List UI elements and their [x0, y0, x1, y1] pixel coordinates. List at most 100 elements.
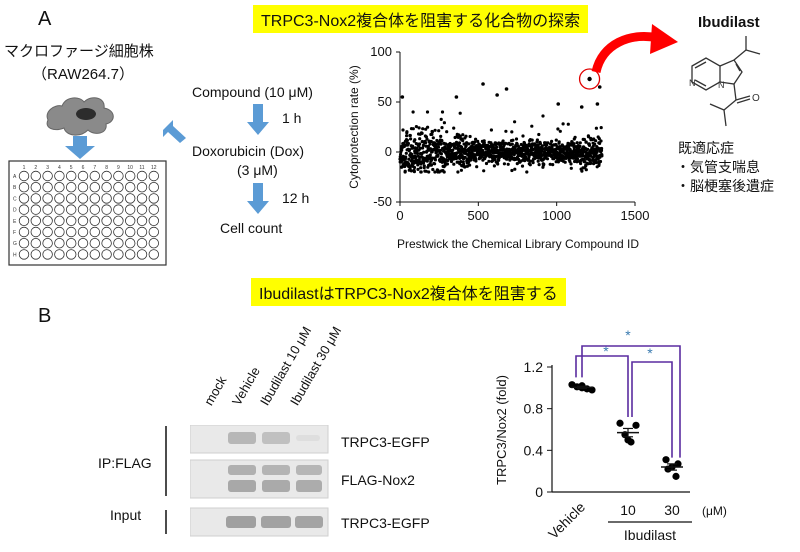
plate-well [66, 226, 77, 238]
data-point [557, 140, 561, 144]
data-point [502, 162, 506, 166]
data-point [421, 127, 425, 131]
data-point [586, 147, 590, 151]
sig-star: * [647, 345, 653, 361]
plate-well [124, 215, 136, 227]
incubation-time-1: 1 h [282, 110, 302, 126]
data-point [424, 144, 428, 148]
western-blot [190, 425, 329, 537]
plate-well [136, 237, 148, 249]
data-point [575, 141, 579, 145]
plate-col-label: 3 [46, 165, 49, 171]
data-point [512, 152, 516, 157]
data-point [584, 140, 588, 144]
band-label-trpc3-input: TRPC3-EGFP [341, 515, 430, 531]
panel-b-banner: IbudilastはTRPC3-Nox2複合体を阻害する [251, 278, 566, 306]
x-tick-label-30: 30 [664, 502, 680, 518]
plate-well [77, 215, 89, 227]
plate-well [77, 226, 89, 238]
plate-well [148, 215, 160, 227]
data-point [556, 160, 560, 164]
data-point [430, 132, 434, 136]
plate-well [148, 249, 160, 260]
plate-col-label: 1 [23, 165, 26, 171]
data-point [511, 138, 515, 142]
data-point [590, 149, 594, 153]
data-point [399, 160, 403, 164]
ip-flag-label: IP:FLAG [98, 455, 152, 471]
data-point [536, 159, 540, 163]
data-point [426, 125, 430, 129]
data-point [578, 141, 582, 145]
data-point [575, 157, 580, 161]
plate-row-label: E [13, 219, 17, 225]
data-point [461, 139, 465, 143]
data-point [439, 142, 443, 146]
plate-well [30, 204, 42, 215]
plate-row-label: C [13, 196, 17, 202]
plate-col-label: 11 [139, 165, 144, 171]
plate-well [66, 170, 77, 182]
plate-well [66, 215, 77, 227]
data-point [418, 146, 422, 150]
plate-well [124, 204, 136, 215]
cell-line-name: （RAW264.7） [32, 66, 134, 83]
data-point [513, 120, 517, 124]
data-point [593, 142, 597, 146]
plate-well [30, 237, 42, 249]
data-point [487, 159, 491, 163]
data-point [616, 419, 624, 427]
plate-well [54, 237, 65, 249]
arrow-down-icon [247, 183, 269, 214]
data-point [600, 146, 604, 151]
data-point [405, 138, 409, 142]
y-tick-label: 1.2 [524, 359, 544, 375]
data-point [528, 163, 532, 167]
plate-well [77, 237, 89, 249]
data-point [459, 168, 463, 172]
y-tick-label: 50 [378, 94, 392, 109]
plate-well [77, 170, 89, 182]
data-point [461, 160, 465, 164]
plate-well [136, 249, 148, 260]
plate-col-label: 9 [117, 165, 120, 171]
indications-title: 既適応症 [678, 140, 734, 156]
data-point [445, 162, 449, 166]
data-point [535, 138, 539, 142]
data-point [428, 142, 432, 146]
data-point [573, 135, 577, 139]
y-tick-label: 0 [385, 144, 392, 159]
drug-name: Ibudilast [698, 14, 760, 31]
plate-col-label: 6 [82, 165, 85, 171]
data-point [594, 126, 598, 130]
data-point [545, 157, 550, 161]
data-point [451, 148, 455, 152]
plate-well [148, 170, 160, 182]
data-point [422, 150, 426, 154]
data-point [427, 170, 431, 174]
plate-well [136, 170, 148, 182]
data-point [454, 95, 459, 99]
data-point [599, 126, 603, 130]
data-point [421, 146, 425, 150]
data-point [599, 139, 603, 143]
data-point [481, 148, 485, 153]
data-point [504, 87, 509, 91]
data-point [449, 159, 454, 164]
data-point [433, 162, 437, 166]
data-point [553, 148, 558, 152]
plate-col-label: 5 [70, 165, 73, 171]
data-point [541, 114, 545, 118]
data-point [510, 130, 514, 134]
plate-well [113, 193, 124, 204]
plate-well [113, 237, 124, 249]
data-point [456, 170, 460, 174]
data-point [594, 161, 598, 165]
data-point [501, 139, 505, 143]
y-tick-label: -50 [373, 194, 392, 209]
data-point [579, 161, 583, 166]
plate-row-label: G [13, 241, 17, 247]
y-axis-label: Cytoprotection rate (%) [347, 65, 361, 188]
compound-step: Compound (10 μM) [192, 84, 313, 100]
data-point [399, 152, 403, 156]
